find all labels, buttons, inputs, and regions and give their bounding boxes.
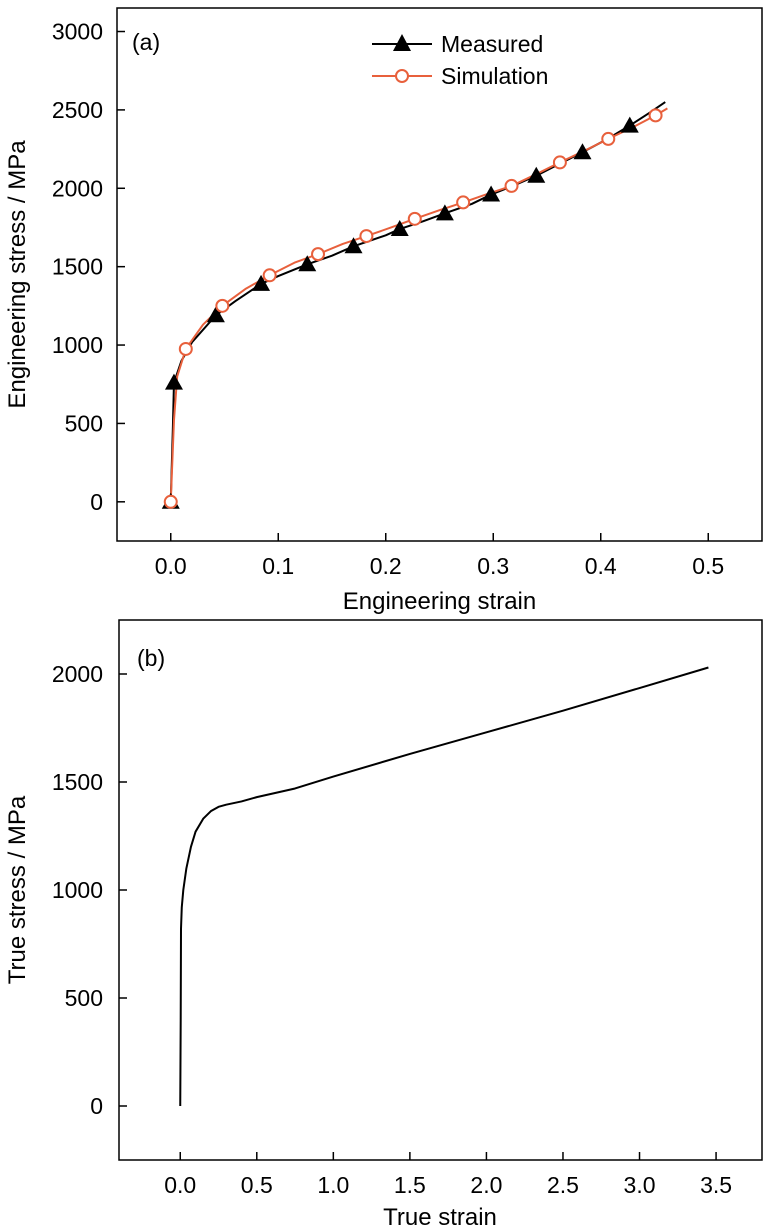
y-tick-label: 0 [90, 489, 103, 515]
y-tick-label: 1000 [52, 877, 103, 903]
measured-point [252, 274, 271, 291]
legend-measured-marker [393, 34, 411, 51]
measured-point [527, 166, 546, 183]
panel-label: (a) [132, 29, 160, 55]
x-axis-title: True strain [383, 1204, 497, 1231]
plot-frame [118, 619, 763, 1161]
simulation-point [552, 155, 567, 170]
x-tick-label: 3.5 [700, 1172, 732, 1198]
simulation-point [504, 178, 519, 193]
y-tick-label: 500 [65, 410, 103, 436]
y-tick-label: 500 [65, 985, 103, 1011]
y-axis-ticks: 0 500 1000 1500 2000 [52, 661, 127, 1119]
series-group [179, 666, 709, 1107]
y-axis-title: Engineering stress / MPa [4, 140, 31, 409]
series-line-measured [169, 101, 666, 502]
measured-point [620, 116, 639, 133]
x-axis-ticks: 0.0 0.5 1.0 1.5 2.0 2.5 3.0 3.5 [164, 1152, 732, 1198]
measured-point [573, 143, 592, 160]
simulation-point [648, 108, 663, 123]
legend: Measured Simulation [372, 31, 548, 89]
simulation-point [215, 298, 230, 313]
x-tick-label: 3.0 [624, 1172, 656, 1198]
panel-label: (b) [137, 645, 165, 671]
x-tick-label: 2.5 [547, 1172, 579, 1198]
x-tick-label: 0.1 [262, 553, 294, 579]
y-tick-label: 0 [90, 1093, 103, 1119]
x-tick-label: 1.0 [317, 1172, 349, 1198]
y-tick-label: 1500 [52, 769, 103, 795]
series-line-simulation [169, 107, 668, 502]
legend-simulation-marker [395, 69, 409, 83]
legend-measured-label: Measured [441, 31, 543, 57]
simulation-point [262, 268, 277, 283]
x-tick-label: 0.0 [164, 1172, 196, 1198]
y-axis-ticks: 0 500 1000 1500 2000 2500 3000 [52, 19, 125, 515]
simulation-point [456, 195, 471, 210]
simulation-point [311, 247, 326, 262]
y-tick-label: 2500 [52, 97, 103, 123]
y-axis-title: True stress / MPa [4, 795, 31, 984]
x-axis-ticks: 0.0 0.1 0.2 0.3 0.4 0.5 [155, 533, 724, 579]
panel-a-stress-strain: 0.0 0.1 0.2 0.3 0.4 0.5 0 500 1000 1500 2000 2500 3… [4, 7, 763, 615]
simulation-point [407, 211, 422, 226]
measured-point [390, 220, 409, 237]
x-axis-title: Engineering strain [343, 588, 536, 615]
x-tick-label: 0.3 [477, 553, 509, 579]
x-tick-label: 0.2 [370, 553, 402, 579]
simulation-point [178, 341, 193, 356]
plot-frame [116, 7, 763, 542]
y-tick-label: 1000 [52, 332, 103, 358]
measured-point [344, 237, 363, 254]
y-tick-label: 3000 [52, 19, 103, 45]
measured-point [206, 306, 225, 323]
x-tick-label: 2.0 [470, 1172, 502, 1198]
y-tick-label: 2000 [52, 175, 103, 201]
x-tick-label: 0.4 [585, 553, 617, 579]
x-tick-label: 0.5 [241, 1172, 273, 1198]
y-tick-label: 1500 [52, 254, 103, 280]
legend-simulation-label: Simulation [441, 63, 548, 89]
series-line-true-curve [179, 666, 709, 1107]
simulation-point [359, 229, 374, 244]
x-tick-label: 1.5 [394, 1172, 426, 1198]
x-tick-label: 0.0 [155, 553, 187, 579]
measured-point [482, 185, 501, 202]
x-tick-label: 0.5 [692, 553, 724, 579]
series-group [161, 101, 668, 509]
simulation-point [163, 494, 178, 509]
y-tick-label: 2000 [52, 661, 103, 687]
measured-point [164, 373, 183, 390]
measured-point [298, 255, 317, 272]
measured-point [435, 204, 454, 221]
panel-b-true-stress-strain: 0.0 0.5 1.0 1.5 2.0 2.5 3.0 3.5 0 500 1000 1500 200… [4, 619, 763, 1231]
simulation-point [601, 131, 616, 146]
